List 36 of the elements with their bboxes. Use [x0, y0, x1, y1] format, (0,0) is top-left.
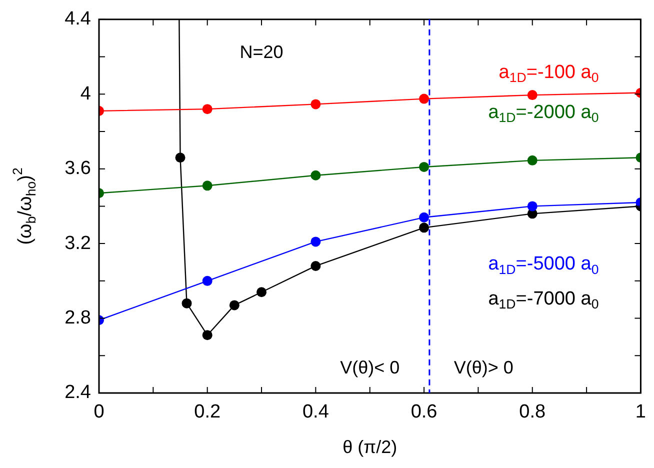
point	[310, 236, 321, 247]
point	[256, 287, 267, 298]
y-tick-label: 3.2	[64, 232, 91, 254]
annotation: N=20	[240, 42, 284, 62]
x-tick-label: 0.2	[194, 402, 221, 423]
y-axis-title: (ωb/ωho)2	[10, 168, 38, 245]
x-tick-label: 0	[94, 402, 104, 423]
point	[202, 104, 212, 114]
point	[310, 170, 321, 180]
y-tick-label: 4.4	[64, 8, 92, 30]
annotation: V(θ)> 0	[454, 358, 514, 378]
x-tick-label: 0.6	[410, 402, 438, 423]
point	[310, 99, 321, 110]
point	[419, 212, 430, 222]
x-tick-label: 0.4	[302, 402, 330, 423]
y-tick-label: 3.6	[64, 158, 91, 180]
point	[202, 276, 212, 286]
point	[527, 155, 538, 166]
point	[175, 152, 186, 163]
point	[182, 298, 192, 308]
point	[419, 94, 430, 104]
x-tick-label: 0.8	[519, 402, 546, 423]
point	[419, 162, 430, 172]
point	[202, 180, 212, 191]
x-axis-title: θ (π/2)	[342, 436, 398, 457]
point	[229, 300, 240, 310]
x-tick-label: 1	[635, 402, 646, 423]
point	[202, 330, 212, 340]
point	[527, 90, 538, 100]
annotation: V(θ)< 0	[340, 358, 400, 378]
point	[527, 201, 538, 212]
y-tick-label: 2.8	[64, 308, 91, 329]
point	[419, 222, 430, 233]
y-tick-label: 4	[80, 83, 92, 104]
y-tick-label: 2.4	[64, 382, 92, 404]
point	[310, 260, 321, 271]
